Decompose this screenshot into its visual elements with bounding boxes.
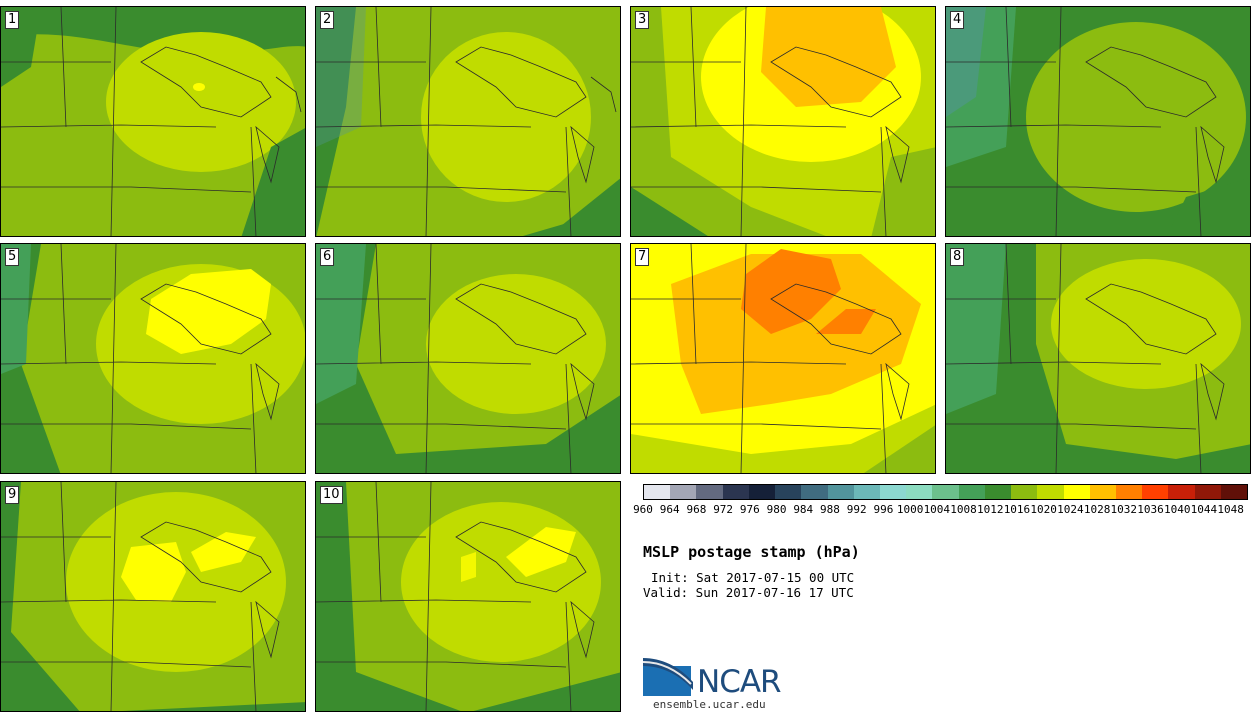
- colorbar-swatch: [1115, 485, 1143, 499]
- member-label: 4: [950, 11, 965, 29]
- mslp-map: [946, 244, 1250, 473]
- colorbar-tick: 1032: [1110, 503, 1138, 516]
- colorbar-swatch: [853, 485, 880, 499]
- member-label: 2: [320, 11, 335, 29]
- colorbar-tick: 988: [820, 503, 840, 516]
- colorbar-swatch: [932, 485, 959, 499]
- colorbar-tick: 1020: [1030, 503, 1057, 516]
- colorbar-tick-labels: 960 964 968 972 976 980 984 988 992 996 1000 1004 10…: [628, 503, 1260, 517]
- colorbar-tick: 1004: [923, 503, 951, 516]
- member-label: 1: [5, 11, 20, 29]
- stamp-member-9: 9: [0, 481, 306, 712]
- colorbar-swatch: [984, 485, 1012, 499]
- colorbar-swatch: [670, 485, 697, 499]
- mslp-map: [631, 7, 935, 236]
- mslp-map: [316, 7, 620, 236]
- stamp-member-8: 8: [945, 243, 1251, 474]
- colorbar-tick: 1012: [976, 503, 1004, 516]
- colorbar-tick: 972: [713, 503, 734, 516]
- colorbar-swatch: [748, 485, 776, 499]
- colorbar-swatch: [1194, 485, 1221, 499]
- plot-title: MSLP postage stamp (hPa): [643, 543, 860, 561]
- member-label: 3: [635, 11, 650, 29]
- member-label: 10: [320, 486, 343, 504]
- member-label: 7: [635, 248, 650, 266]
- mslp-map: [316, 482, 620, 711]
- stamp-member-6: 6: [315, 243, 621, 474]
- colorbar-swatch: [1220, 485, 1248, 499]
- member-label: 8: [950, 248, 965, 266]
- colorbar-swatch: [722, 485, 749, 499]
- colorbar-tick: 1024: [1057, 503, 1084, 516]
- colorbar-tick: 1000: [896, 503, 924, 516]
- colorbar-tick: 1008: [950, 503, 977, 516]
- mslp-colorbar: [643, 484, 1248, 500]
- member-label: 5: [5, 248, 20, 266]
- init-time: Init: Sat 2017-07-15 00 UTC: [651, 570, 855, 585]
- colorbar-tick: 960: [633, 503, 653, 516]
- stamp-member-4: 4: [945, 6, 1251, 237]
- site-url: ensemble.ucar.edu: [653, 698, 766, 711]
- stamp-member-3: 3: [630, 6, 936, 237]
- colorbar-tick: 1028: [1083, 503, 1111, 516]
- colorbar-swatch: [1089, 485, 1116, 499]
- ncar-logo-text: NCAR: [697, 664, 782, 700]
- colorbar-swatch: [696, 485, 723, 499]
- member-label: 6: [320, 248, 335, 266]
- ncar-logo: [643, 658, 693, 696]
- stamp-member-10: 10: [315, 481, 621, 712]
- colorbar-swatch: [906, 485, 933, 499]
- colorbar-swatch: [1168, 485, 1195, 499]
- colorbar-swatch: [1063, 485, 1090, 499]
- mslp-map: [1, 244, 305, 473]
- stamp-member-5: 5: [0, 243, 306, 474]
- colorbar-tick: 992: [846, 503, 867, 516]
- colorbar-tick: 1048: [1217, 503, 1244, 516]
- colorbar-swatch: [801, 485, 828, 499]
- stamp-member-2: 2: [315, 6, 621, 237]
- valid-time: Valid: Sun 2017-07-16 17 UTC: [643, 585, 854, 600]
- colorbar-swatch: [879, 485, 907, 499]
- colorbar-tick: 984: [793, 503, 814, 516]
- colorbar-tick: 1036: [1137, 503, 1164, 516]
- colorbar-tick: 980: [766, 503, 787, 516]
- member-label: 9: [5, 486, 20, 504]
- colorbar-tick: 968: [686, 503, 707, 516]
- colorbar-swatch: [775, 485, 802, 499]
- colorbar-tick: 964: [659, 503, 680, 516]
- colorbar-swatch: [644, 485, 671, 499]
- colorbar-swatch: [827, 485, 854, 499]
- mslp-map: [1, 482, 305, 711]
- colorbar-swatch: [958, 485, 985, 499]
- mslp-map: [946, 7, 1250, 236]
- colorbar-swatch: [1037, 485, 1064, 499]
- colorbar-tick: 1040: [1163, 503, 1191, 516]
- mslp-map: [1, 7, 305, 236]
- stamp-member-7: 7: [630, 243, 936, 474]
- colorbar-swatch: [1142, 485, 1169, 499]
- colorbar-swatch: [1011, 485, 1038, 499]
- colorbar-tick: 996: [873, 503, 894, 516]
- stamp-member-1: 1: [0, 6, 306, 237]
- colorbar-tick: 976: [739, 503, 760, 516]
- mslp-map: [631, 244, 935, 473]
- mslp-map: [316, 244, 620, 473]
- colorbar-tick: 1016: [1003, 503, 1031, 516]
- colorbar-tick: 1044: [1190, 503, 1218, 516]
